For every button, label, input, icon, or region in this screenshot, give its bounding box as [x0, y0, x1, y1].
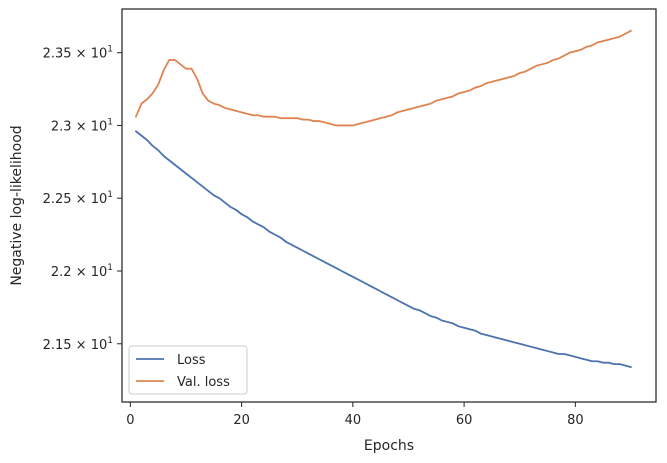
legend-box [128, 345, 248, 395]
y-tick-label: 2.15 × 101 [43, 336, 113, 353]
x-tick-label: 0 [126, 413, 134, 428]
x-tick-label: 20 [233, 413, 250, 428]
y-tick-label: 2.3 × 101 [51, 117, 113, 134]
x-tick-label: 60 [456, 413, 473, 428]
legend: Loss Val. loss [128, 345, 248, 395]
series-layer [135, 29, 632, 368]
x-axis-label: Epochs [364, 438, 414, 454]
legend-label-val-loss: Val. loss [177, 375, 230, 390]
ticks-layer: 0 20 40 60 80 2.15 × 101 2.2 × 101 2.25 × 101 2.… [43, 45, 584, 428]
series-line-loss [135, 130, 632, 368]
y-tick-label: 2.2 × 101 [51, 263, 113, 280]
series-line-val-loss [135, 29, 632, 127]
y-tick-label: 2.25 × 101 [43, 190, 113, 207]
legend-label-loss: Loss [177, 353, 206, 368]
x-tick-label: 80 [567, 413, 584, 428]
y-tick-label: 2.35 × 101 [43, 45, 113, 62]
y-axis-label: Negative log-likelihood [9, 125, 25, 285]
x-tick-label: 40 [345, 413, 362, 428]
plot-frame [121, 8, 657, 403]
